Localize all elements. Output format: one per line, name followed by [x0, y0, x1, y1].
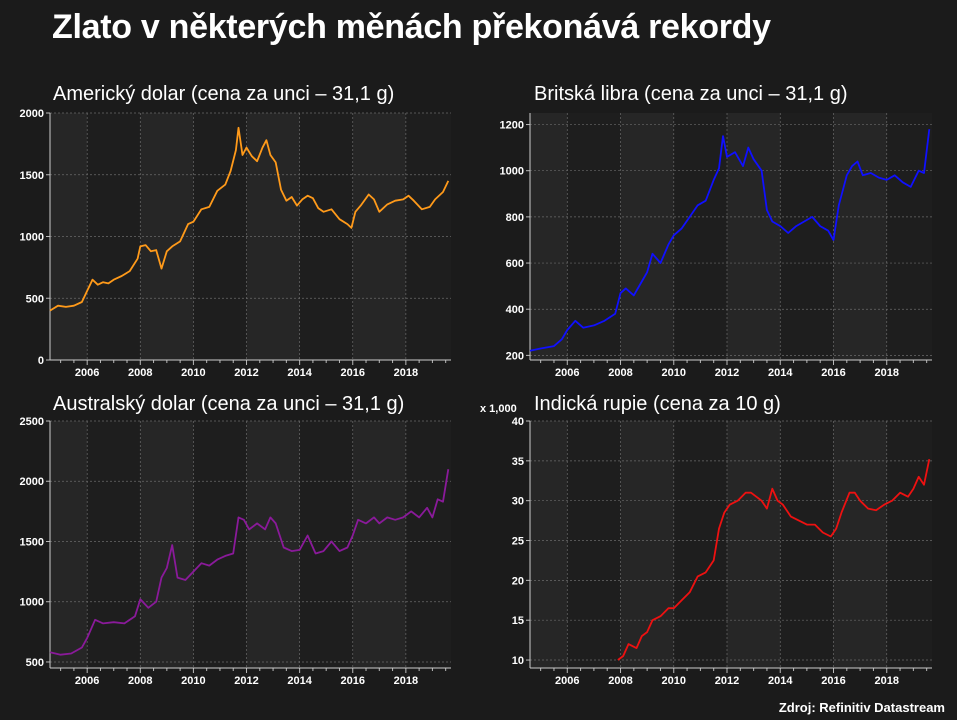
- year-band: [727, 113, 781, 360]
- year-band: [405, 113, 451, 360]
- y-tick-label: 1200: [500, 120, 524, 132]
- y-tick-label: 500: [26, 657, 44, 669]
- x-tick-label: 2018: [394, 367, 418, 379]
- year-band: [886, 421, 932, 668]
- x-tick-label: 2012: [715, 675, 739, 687]
- y-tick-label: 35: [512, 456, 524, 468]
- y-tick-label: 15: [512, 615, 524, 627]
- chart-gbp: 200 400 600 800 1000 1200 2006 2008 2010 2012 2014…: [500, 113, 932, 379]
- chart-usd: 0 500 1000 1500 2000 2006 2008 2010 2012 2014 2016…: [20, 108, 451, 379]
- year-band: [352, 421, 406, 668]
- y-tick-label: 30: [512, 496, 524, 508]
- chart-title-aud: Australský dolar (cena za unci – 31,1 g): [53, 393, 405, 415]
- chart-title-usd: Americký dolar (cena za unci – 31,1 g): [53, 83, 395, 105]
- x-tick-label: 2010: [181, 367, 205, 379]
- year-band: [193, 421, 247, 668]
- year-band: [673, 113, 728, 360]
- year-band: [727, 421, 781, 668]
- year-band: [140, 421, 194, 668]
- year-band: [246, 421, 300, 668]
- year-band: [87, 421, 141, 668]
- x-tick-label: 2014: [768, 675, 793, 687]
- year-band: [50, 421, 88, 668]
- series-line-usd: [49, 126, 450, 312]
- x-tick-label: 2008: [128, 675, 152, 687]
- x-tick-label: 2016: [340, 675, 364, 687]
- year-band: [530, 421, 568, 668]
- x-tick-label: 2012: [715, 367, 739, 379]
- y-tick-label: 500: [26, 293, 44, 305]
- year-band: [780, 113, 834, 360]
- series-line-inr: [617, 459, 931, 661]
- x-tick-label: 2018: [874, 367, 898, 379]
- year-band: [405, 421, 451, 668]
- y-tick-label: 25: [512, 536, 524, 548]
- y-tick-label: 1000: [500, 166, 524, 178]
- axis-multiplier-label: x 1,000: [480, 403, 517, 415]
- x-tick-label: 2016: [821, 367, 845, 379]
- year-band: [620, 421, 674, 668]
- y-tick-label: 400: [506, 304, 524, 316]
- x-tick-label: 2010: [662, 675, 686, 687]
- chart-inr: 10 15 20 25 30 35 40 2006 2008 2010 2012 2014 2016 20…: [480, 403, 932, 687]
- year-band: [886, 113, 932, 360]
- x-tick-label: 2006: [75, 675, 99, 687]
- y-tick-label: 2500: [20, 416, 44, 428]
- y-tick-label: 20: [512, 575, 524, 587]
- y-tick-label: 1500: [20, 536, 44, 548]
- y-tick-label: 200: [506, 350, 524, 362]
- y-tick-label: 10: [512, 655, 524, 667]
- year-band: [620, 113, 674, 360]
- y-tick-label: 2000: [20, 108, 44, 120]
- series-line-gbp: [529, 129, 931, 352]
- x-tick-label: 2012: [234, 367, 258, 379]
- year-band: [530, 113, 568, 360]
- source-note: Zdroj: Refinitiv Datastream: [778, 700, 945, 715]
- x-tick-label: 2014: [287, 367, 312, 379]
- chart-title-gbp: Britská libra (cena za unci – 31,1 g): [534, 83, 848, 105]
- y-tick-label: 40: [512, 416, 524, 428]
- y-tick-label: 800: [506, 212, 524, 224]
- year-band: [299, 421, 353, 668]
- x-tick-label: 2010: [662, 367, 686, 379]
- x-tick-label: 2006: [555, 367, 579, 379]
- y-tick-label: 1000: [20, 232, 44, 244]
- year-band: [567, 421, 621, 668]
- x-tick-label: 2008: [608, 675, 632, 687]
- year-band: [50, 113, 88, 360]
- x-tick-label: 2018: [874, 675, 898, 687]
- x-tick-label: 2012: [234, 675, 258, 687]
- x-tick-label: 2016: [340, 367, 364, 379]
- y-tick-label: 1000: [20, 597, 44, 609]
- x-tick-label: 2006: [75, 367, 99, 379]
- year-band: [833, 421, 887, 668]
- chart-title-inr: Indická rupie (cena za 10 g): [534, 393, 781, 415]
- year-band: [780, 421, 834, 668]
- y-tick-label: 2000: [20, 476, 44, 488]
- year-band: [673, 421, 728, 668]
- x-tick-label: 2010: [181, 675, 205, 687]
- year-band: [833, 113, 887, 360]
- year-band: [567, 113, 621, 360]
- page-title: Zlato v některých měnách překonává rekor…: [52, 8, 771, 46]
- y-tick-label: 600: [506, 258, 524, 270]
- y-tick-label: 0: [38, 355, 44, 367]
- x-tick-label: 2018: [394, 675, 418, 687]
- x-tick-label: 2016: [821, 675, 845, 687]
- x-tick-label: 2008: [608, 367, 632, 379]
- series-line-aud: [49, 469, 450, 656]
- x-tick-label: 2008: [128, 367, 152, 379]
- x-tick-label: 2014: [768, 367, 793, 379]
- x-tick-label: 2014: [287, 675, 312, 687]
- y-tick-label: 1500: [20, 170, 44, 182]
- chart-aud: 500 1000 1500 2000 2500 2006 2008 2010 2012 2014 2…: [20, 416, 451, 687]
- x-tick-label: 2006: [555, 675, 579, 687]
